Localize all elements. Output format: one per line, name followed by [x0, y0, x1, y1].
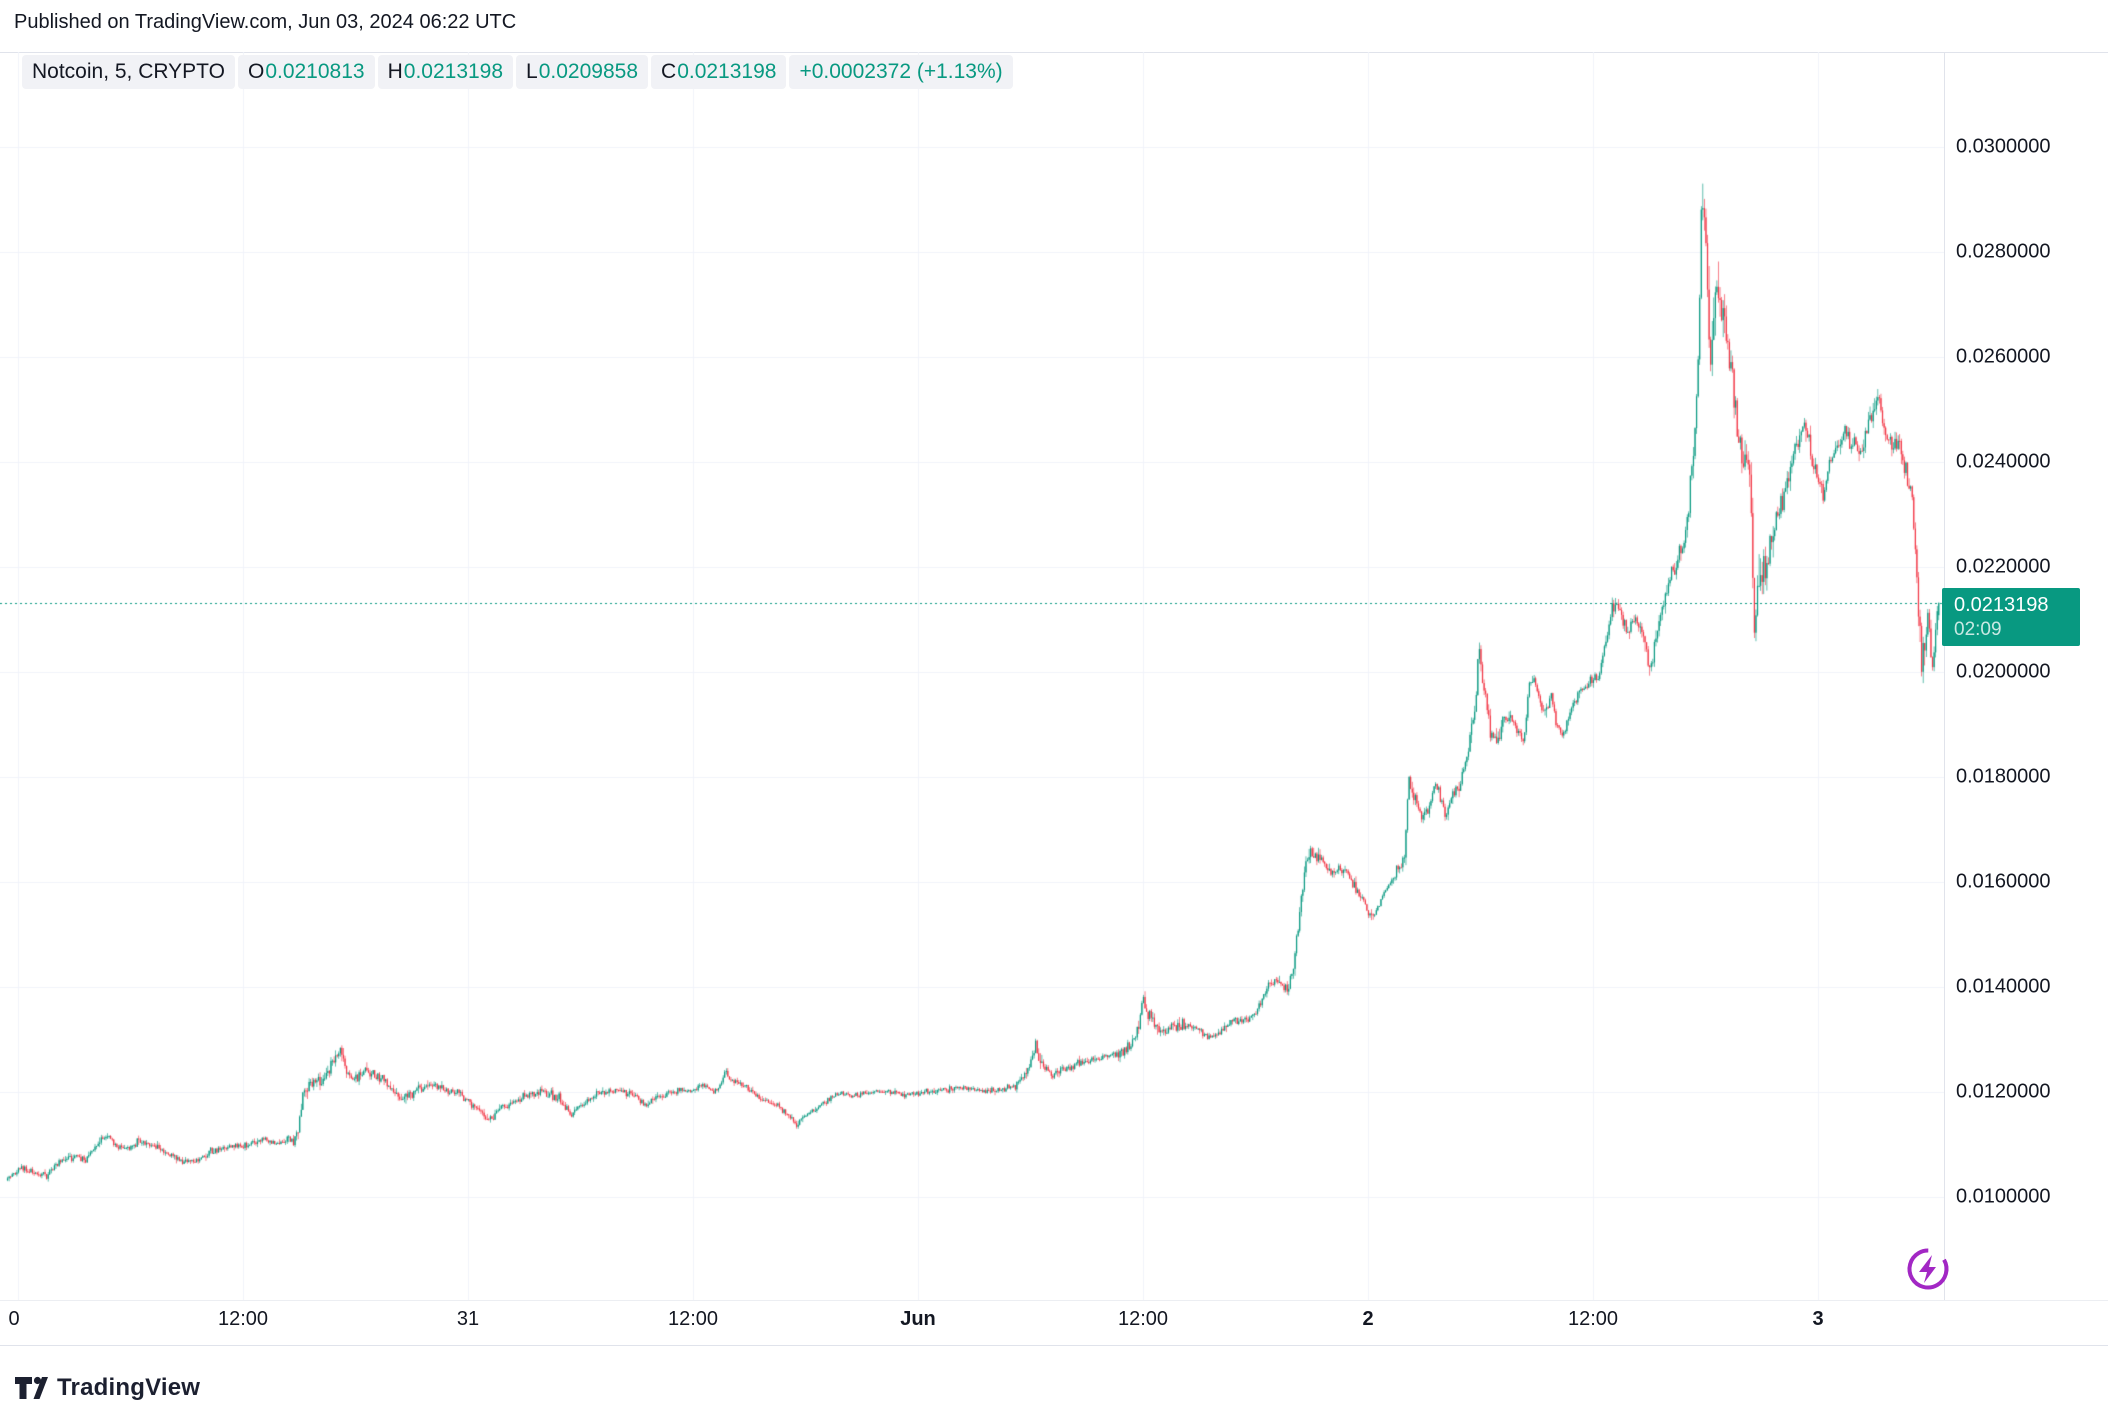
ohlc-prefix: L [526, 60, 538, 83]
ohlc-prefix: O [247, 60, 265, 83]
legend: Notcoin, 5, CRYPTO O 0.0210813 H 0.0213198 L… [22, 55, 1013, 89]
time-axis-label: 31 [456, 1308, 480, 1330]
ohlc-prefix: H [387, 60, 403, 83]
time-axis-label: 2 [1362, 1308, 1374, 1330]
ohlc-value: 0.0213198 [403, 60, 504, 83]
ohlc-value: 0.0209858 [538, 60, 639, 83]
time-axis-label: 3 [1812, 1308, 1824, 1330]
symbol-title: Notcoin, 5, CRYPTO [32, 60, 225, 83]
legend-ohlc-chip-L: L 0.0209858 [516, 55, 649, 89]
flash-icon-ring [1907, 1248, 1949, 1290]
ohlc-value: 0.0213198 [677, 60, 777, 83]
price-axis-label: 0.0160000 [1956, 870, 2051, 893]
legend-symbol-chip: Notcoin, 5, CRYPTO [22, 55, 235, 89]
tradingview-logo[interactable]: TradingView [14, 1374, 200, 1402]
ohlc-value: +0.0002372 (+1.13%) [799, 60, 1003, 83]
published-caption: Published on TradingView.com, Jun 03, 20… [14, 11, 517, 33]
ohlc-value: 0.0210813 [265, 60, 365, 83]
legend-ohlc-chip-O: O 0.0210813 [237, 55, 375, 89]
price-axis-label: 0.0200000 [1956, 660, 2051, 683]
time-axis-label: 12:00 [217, 1308, 269, 1330]
candle-countdown: 02:09 [1954, 618, 2002, 640]
time-axis-border [0, 1300, 2108, 1301]
time-axis-label: 12:00 [667, 1308, 719, 1330]
time-axis-label: 12:00 [1117, 1308, 1169, 1330]
legend-ohlc-chip-H: H 0.0213198 [377, 55, 514, 89]
legend-ohlc-chip-C: C 0.0213198 [651, 55, 787, 89]
tradingview-glyph-icon [15, 1376, 48, 1399]
time-axis-label: 12:00 [1567, 1308, 1619, 1330]
last-price-value: 0.0213198 [1954, 593, 2049, 616]
price-axis-label: 0.0300000 [1956, 135, 2051, 158]
lightning-bolt-icon [1919, 1255, 1936, 1283]
flash-icon[interactable] [1906, 1246, 1952, 1292]
price-axis-label: 0.0140000 [1956, 975, 2051, 998]
time-axis-label: Jun [900, 1308, 936, 1330]
price-axis-label: 0.0180000 [1956, 765, 2051, 788]
price-axis-label: 0.0240000 [1956, 450, 2051, 473]
time-axis-label: 0 [8, 1308, 20, 1330]
tradingview-logo-text: TradingView [57, 1374, 201, 1401]
price-axis-label: 0.0280000 [1956, 240, 2051, 263]
price-axis-label: 0.0100000 [1956, 1185, 2051, 1208]
last-price-tag: 0.0213198 02:09 [1942, 587, 2080, 646]
price-axis-label: 0.0120000 [1956, 1080, 2051, 1103]
bottom-separator [0, 1345, 2108, 1346]
legend-ohlc-chip-change: +0.0002372 (+1.13%) [789, 55, 1013, 89]
candlestick-canvas[interactable] [0, 52, 1944, 1300]
price-axis-label: 0.0260000 [1956, 345, 2051, 368]
price-axis-border [1944, 52, 1945, 1300]
price-axis-label: 0.0220000 [1956, 555, 2051, 578]
ohlc-prefix: C [661, 60, 677, 83]
